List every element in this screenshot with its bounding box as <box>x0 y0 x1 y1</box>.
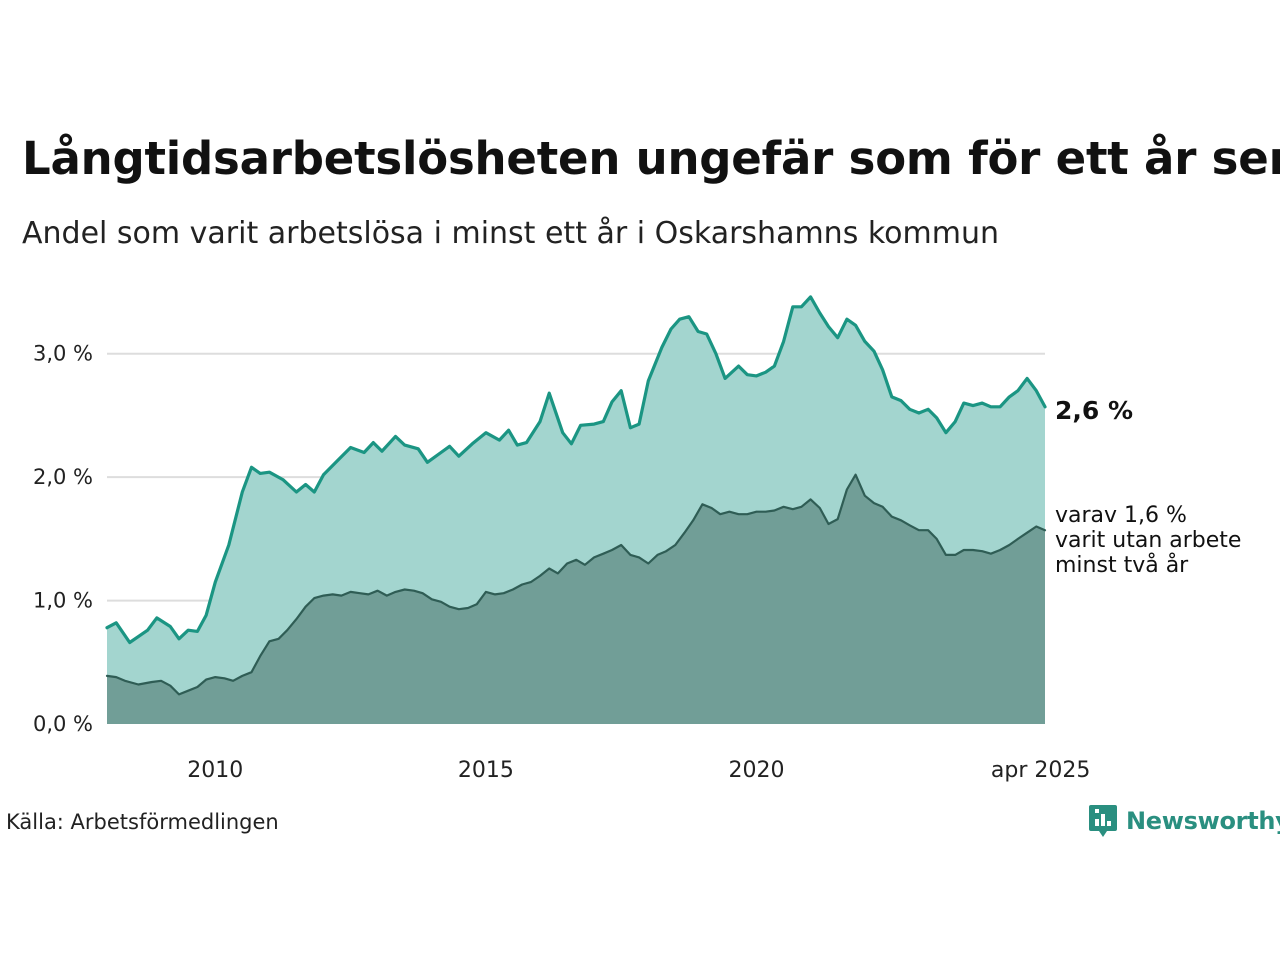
end-label-two-year-line: minst två år <box>1055 552 1189 578</box>
x-tick-label: 2015 <box>458 758 514 783</box>
x-axis-ticks: 2010 2015 2020 apr 2025 <box>187 758 1090 783</box>
line-two_year <box>105 473 1047 696</box>
source-note: Källa: Arbetsförmedlingen <box>6 810 279 834</box>
chart-title: Långtidsarbetslösheten ungefär som för e… <box>22 132 1280 185</box>
line-long <box>105 295 1047 645</box>
series-areas <box>107 296 1045 724</box>
area-two_year <box>107 474 1045 724</box>
chart-subtitle: Andel som varit arbetslösa i minst ett å… <box>22 216 999 251</box>
end-label-two-year-line: varav 1,6 % <box>1055 503 1187 528</box>
series-lines <box>105 295 1047 696</box>
y-axis-ticks: 0,0 % 1,0 % 2,0 % 3,0 % <box>33 342 93 736</box>
x-tick-label: 2020 <box>729 758 785 783</box>
y-tick-label: 1,0 % <box>33 589 93 613</box>
y-tick-label: 2,0 % <box>33 465 93 489</box>
y-tick-label: 3,0 % <box>33 342 93 366</box>
newsworthy-logo-icon <box>1089 805 1117 837</box>
y-tick-label: 0,0 % <box>33 712 93 736</box>
x-tick-label: apr 2025 <box>991 758 1090 783</box>
brand-name: Newsworthy <box>1126 807 1280 835</box>
x-tick-label: 2010 <box>187 758 243 783</box>
brand-logo: Newsworthy <box>1088 803 1280 839</box>
end-label-long: 2,6 % <box>1055 396 1133 425</box>
end-label-two-year-line: varit utan arbete <box>1055 528 1241 553</box>
